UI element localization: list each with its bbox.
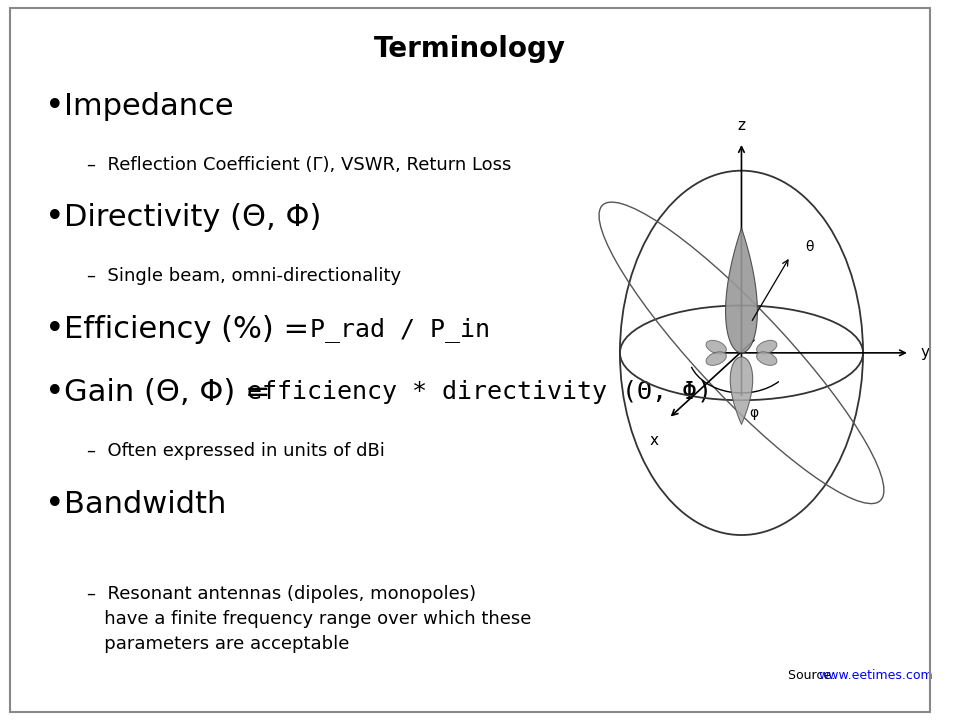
Text: •: • xyxy=(45,90,64,123)
Polygon shape xyxy=(731,357,753,424)
Ellipse shape xyxy=(756,352,777,365)
Text: www.eetimes.com: www.eetimes.com xyxy=(818,669,933,682)
Text: P_rad / P_in: P_rad / P_in xyxy=(296,317,491,342)
Text: •: • xyxy=(45,376,64,409)
Text: –  Reflection Coefficient (Γ), VSWR, Return Loss: – Reflection Coefficient (Γ), VSWR, Retu… xyxy=(87,156,512,174)
Text: z: z xyxy=(737,118,746,132)
Text: y: y xyxy=(921,346,930,360)
Text: efficiency * directivity (Θ, Φ): efficiency * directivity (Θ, Φ) xyxy=(232,380,712,404)
Text: Gain (Θ, Φ) =: Gain (Θ, Φ) = xyxy=(63,378,270,407)
Ellipse shape xyxy=(756,341,777,354)
Text: –  Often expressed in units of dBi: – Often expressed in units of dBi xyxy=(87,442,385,460)
Text: x: x xyxy=(650,433,659,448)
Text: Efficiency (%) =: Efficiency (%) = xyxy=(63,315,309,343)
Text: –  Single beam, omni-directionality: – Single beam, omni-directionality xyxy=(87,267,401,285)
Text: Source:: Source: xyxy=(788,669,840,682)
Text: •: • xyxy=(45,312,64,346)
Text: Bandwidth: Bandwidth xyxy=(63,490,226,519)
Text: –  Resonant antennas (dipoles, monopoles)
   have a finite frequency range over : – Resonant antennas (dipoles, monopoles)… xyxy=(87,585,531,653)
Ellipse shape xyxy=(706,352,727,365)
Text: Impedance: Impedance xyxy=(63,92,233,121)
Text: •: • xyxy=(45,488,64,521)
Text: Directivity (Θ, Φ): Directivity (Θ, Φ) xyxy=(63,202,321,232)
Text: •: • xyxy=(45,201,64,233)
Polygon shape xyxy=(726,228,757,353)
Text: φ: φ xyxy=(749,406,758,420)
Ellipse shape xyxy=(706,341,727,354)
Text: Terminology: Terminology xyxy=(374,35,566,63)
Text: θ: θ xyxy=(805,240,813,254)
